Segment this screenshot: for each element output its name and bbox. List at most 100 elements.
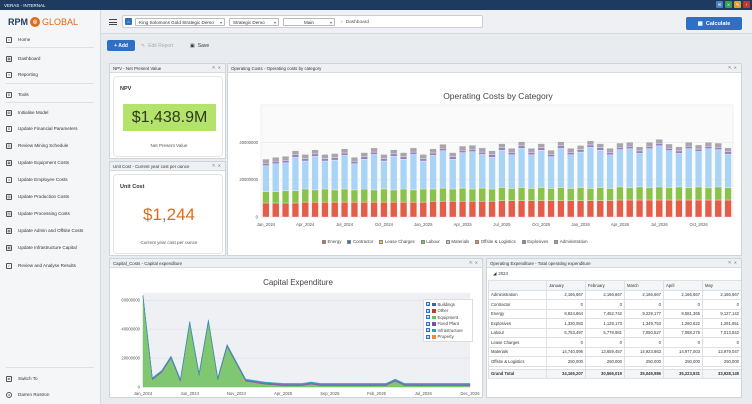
excel-icon[interactable]: X bbox=[725, 1, 732, 8]
panel-controls-icon[interactable]: ⇱✕ bbox=[212, 163, 223, 168]
bar-segment[interactable] bbox=[321, 201, 329, 218]
bar-segment[interactable] bbox=[321, 188, 329, 203]
bar-segment[interactable] bbox=[390, 201, 398, 218]
bar-segment[interactable] bbox=[272, 163, 280, 192]
bar-segment[interactable] bbox=[586, 147, 594, 189]
bar-segment[interactable] bbox=[537, 147, 545, 151]
bar-segment[interactable] bbox=[419, 158, 427, 162]
bar-segment[interactable] bbox=[685, 199, 693, 218]
bar-segment[interactable] bbox=[665, 143, 673, 149]
bar-segment[interactable] bbox=[537, 187, 545, 201]
bar-segment[interactable] bbox=[636, 153, 644, 188]
bar-segment[interactable] bbox=[360, 188, 368, 203]
save-button[interactable]: ▣ Save bbox=[190, 40, 209, 51]
legend-item[interactable]: Offsite & Logistics bbox=[475, 239, 516, 244]
bar-segment[interactable] bbox=[429, 188, 437, 202]
bar-segment[interactable] bbox=[547, 154, 555, 157]
bar-segment[interactable] bbox=[665, 150, 673, 189]
bar-segment[interactable] bbox=[488, 154, 496, 158]
table-row[interactable]: Lease Charges 0 0 0 0 0 bbox=[488, 337, 741, 348]
bar-segment[interactable] bbox=[498, 143, 506, 148]
bar-segment[interactable] bbox=[449, 158, 457, 190]
bar-segment[interactable] bbox=[537, 143, 545, 148]
sidebar-item-switch-to[interactable]: ⇄ Switch To bbox=[0, 373, 100, 384]
bar-segment[interactable] bbox=[262, 163, 270, 166]
sidebar-item-financial[interactable]: $ Update Financial Parameters bbox=[0, 123, 100, 134]
legend-checkbox[interactable]: ✓ bbox=[426, 321, 430, 327]
bar-segment[interactable] bbox=[704, 148, 712, 189]
bar-segment[interactable] bbox=[508, 200, 516, 218]
bar-segment[interactable] bbox=[478, 187, 486, 202]
bar-segment[interactable] bbox=[390, 149, 398, 155]
column-header[interactable]: January bbox=[546, 280, 586, 291]
bar-segment[interactable] bbox=[577, 200, 585, 218]
bar-segment[interactable] bbox=[636, 199, 644, 218]
bar-segment[interactable] bbox=[508, 154, 516, 189]
bar-segment[interactable] bbox=[527, 200, 535, 218]
bar-segment[interactable] bbox=[272, 191, 280, 204]
bar-segment[interactable] bbox=[685, 148, 693, 189]
bar-segment[interactable] bbox=[626, 148, 634, 189]
table-row[interactable]: Contractor 0 0 0 0 0 bbox=[488, 299, 741, 310]
bar-segment[interactable] bbox=[301, 158, 309, 162]
bar-segment[interactable] bbox=[360, 158, 368, 190]
bar-segment[interactable] bbox=[400, 156, 408, 160]
bar-segment[interactable] bbox=[498, 200, 506, 218]
column-header[interactable]: February bbox=[585, 280, 625, 291]
bar-segment[interactable] bbox=[262, 165, 270, 192]
bar-segment[interactable] bbox=[724, 199, 732, 218]
bar-segment[interactable] bbox=[596, 187, 604, 201]
bar-segment[interactable] bbox=[518, 141, 526, 147]
bar-segment[interactable] bbox=[468, 188, 476, 202]
sidebar-item-home[interactable]: ⌂ Home bbox=[0, 34, 100, 45]
bar-segment[interactable] bbox=[675, 199, 683, 218]
bar-segment[interactable] bbox=[685, 146, 693, 149]
bar-segment[interactable] bbox=[341, 155, 349, 190]
bar-segment[interactable] bbox=[488, 188, 496, 202]
bar-segment[interactable] bbox=[567, 148, 575, 153]
bar-segment[interactable] bbox=[390, 189, 398, 203]
bar-segment[interactable] bbox=[596, 143, 604, 148]
bar-segment[interactable] bbox=[704, 187, 712, 201]
legend-item[interactable]: Administration bbox=[554, 239, 588, 244]
legend-item[interactable]: ✓ Infrastructure bbox=[426, 327, 470, 334]
bar-segment[interactable] bbox=[527, 152, 535, 155]
bar-segment[interactable] bbox=[459, 145, 467, 151]
bar-segment[interactable] bbox=[370, 201, 378, 218]
bar-segment[interactable] bbox=[636, 146, 644, 152]
bar-segment[interactable] bbox=[478, 200, 486, 218]
bar-segment[interactable] bbox=[665, 147, 673, 151]
bar-segment[interactable] bbox=[645, 148, 653, 189]
bar-segment[interactable] bbox=[498, 147, 506, 151]
bar-segment[interactable] bbox=[626, 187, 634, 201]
bar-segment[interactable] bbox=[498, 187, 506, 201]
sidebar-item-initialise-model[interactable]: ▤ Initialise Model bbox=[0, 107, 100, 118]
bar-segment[interactable] bbox=[350, 201, 358, 218]
bar-segment[interactable] bbox=[262, 158, 270, 164]
bar-segment[interactable] bbox=[488, 150, 496, 155]
bar-segment[interactable] bbox=[586, 140, 594, 146]
bar-segment[interactable] bbox=[626, 146, 634, 149]
bar-segment[interactable] bbox=[645, 199, 653, 218]
collapse-icon[interactable]: ◢ bbox=[493, 271, 497, 276]
home-icon[interactable]: ⌂ bbox=[125, 18, 132, 25]
bar-segment[interactable] bbox=[547, 156, 555, 189]
bar-segment[interactable] bbox=[468, 200, 476, 218]
bar-segment[interactable] bbox=[311, 149, 319, 155]
bar-segment[interactable] bbox=[350, 161, 358, 164]
bar-segment[interactable] bbox=[724, 151, 732, 155]
case-select[interactable]: Main ▾ bbox=[283, 18, 335, 26]
bar-segment[interactable] bbox=[685, 141, 693, 147]
bar-segment[interactable] bbox=[498, 150, 506, 188]
bar-segment[interactable] bbox=[675, 146, 683, 152]
panel-controls-icon[interactable]: ⇱✕ bbox=[728, 65, 739, 70]
bar-segment[interactable] bbox=[695, 199, 703, 218]
bar-segment[interactable] bbox=[626, 141, 634, 147]
bar-segment[interactable] bbox=[282, 190, 290, 204]
bar-segment[interactable] bbox=[459, 187, 467, 202]
bar-segment[interactable] bbox=[291, 154, 299, 158]
bar-segment[interactable] bbox=[350, 163, 358, 191]
bar-segment[interactable] bbox=[439, 150, 447, 189]
table-row[interactable]: Grand Total 34,165,207 30,566,019 35,049,98… bbox=[488, 368, 741, 379]
alert-icon[interactable]: ! bbox=[743, 1, 750, 8]
